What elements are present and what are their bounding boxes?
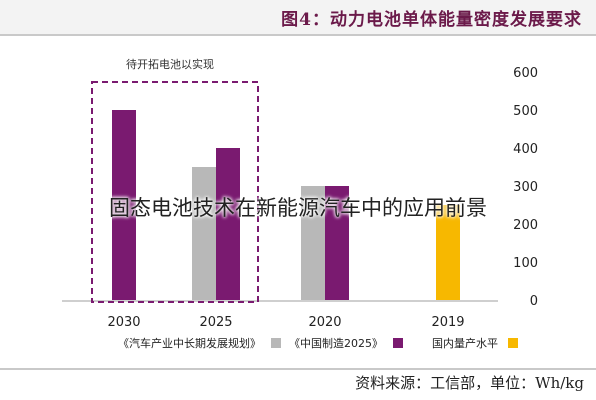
legend-label: 《中国制造2025》 — [289, 336, 383, 350]
y-tick-label: 0 — [530, 294, 538, 309]
bar — [112, 110, 136, 300]
footer-divider — [0, 368, 596, 370]
y-tick-label: 100 — [513, 256, 538, 271]
bar — [216, 148, 240, 300]
bar — [192, 167, 216, 300]
overlay-caption: 固态电池技术在新能源汽车中的应用前景 — [109, 196, 487, 220]
title-bar: 图4：动力电池单体能量密度发展要求 — [0, 0, 596, 34]
y-tick-label: 400 — [513, 142, 538, 157]
bar — [325, 186, 349, 300]
y-tick-label: 500 — [513, 104, 538, 119]
annotation-label: 待开拓电池以实现 — [126, 57, 214, 71]
title-divider — [0, 34, 596, 36]
y-tick-label: 300 — [513, 180, 538, 195]
legend-label: 国内量产水平 — [432, 336, 498, 350]
x-tick-label: 2030 — [107, 315, 140, 330]
highlight-box — [91, 81, 259, 303]
legend-swatch — [508, 338, 518, 348]
y-tick-label: 600 — [513, 66, 538, 81]
x-tick-label: 2020 — [308, 315, 341, 330]
bar — [301, 186, 325, 300]
legend-label: 《汽车产业中长期发展规划》 — [118, 336, 261, 350]
x-tick-label: 2025 — [199, 315, 232, 330]
bar — [436, 205, 460, 300]
legend-swatch — [393, 338, 403, 348]
source-note: 资料来源：工信部，单位：Wh/kg — [355, 374, 584, 392]
y-tick-label: 200 — [513, 218, 538, 233]
x-tick-label: 2019 — [431, 315, 464, 330]
legend-swatch — [271, 338, 281, 348]
chart-title: 图4：动力电池单体能量密度发展要求 — [281, 10, 582, 30]
